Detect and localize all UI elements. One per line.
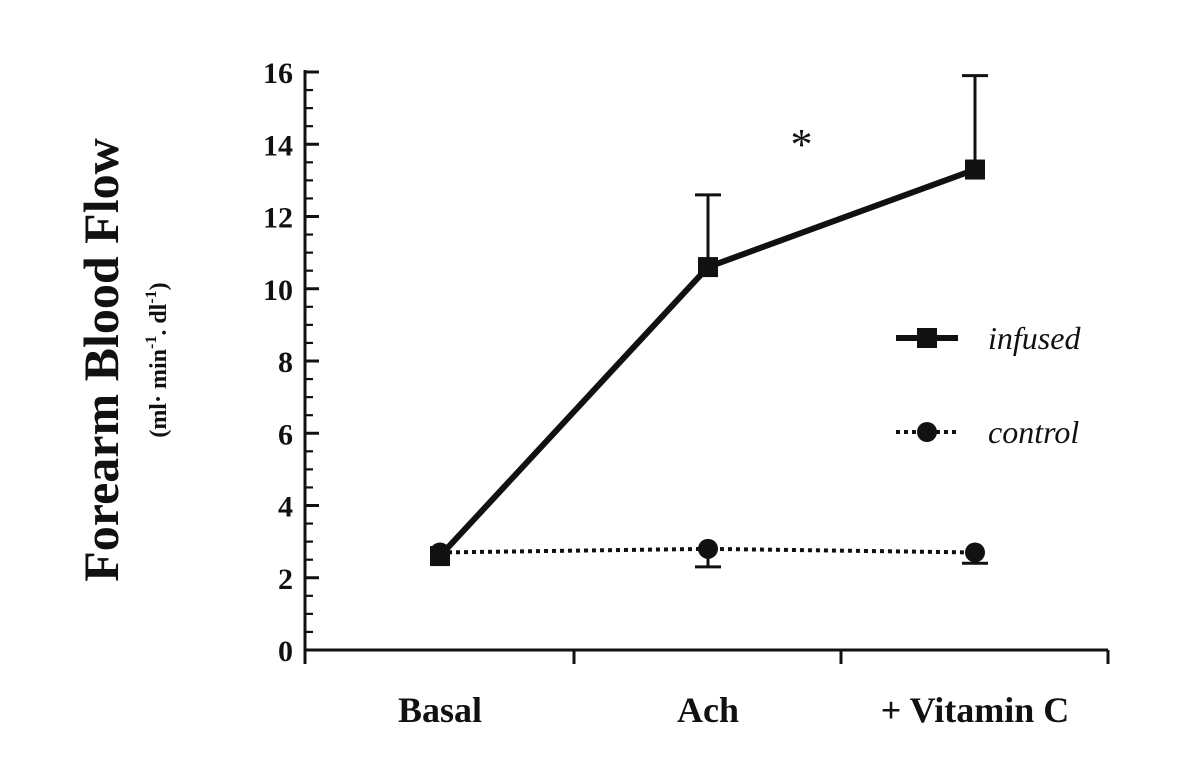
- x-category-label: Ach: [677, 690, 739, 730]
- axes: 0 2 4 6 8 10 12 14 16 Basal Ach + Vitamin C: [263, 57, 1110, 730]
- y-units-exp2: -1: [143, 290, 160, 303]
- x-category-label: + Vitamin C: [881, 690, 1070, 730]
- legend-item-control: control: [896, 414, 1079, 450]
- y-tick-label: 8: [278, 346, 293, 379]
- data-point-circle: [698, 538, 718, 559]
- series-infused: [430, 74, 988, 567]
- labels-layer: Forearm Blood Flow (ml· min-1. dl-1): [73, 138, 172, 581]
- y-tick-label: 2: [278, 563, 293, 596]
- series-line-control: [439, 546, 976, 555]
- y-units-exp1: -1: [143, 336, 160, 349]
- y-tick-label: 4: [278, 491, 293, 524]
- y-tick-label: 14: [263, 129, 293, 162]
- legend-item-infused: infused: [896, 320, 1081, 356]
- legend-label: control: [988, 414, 1079, 450]
- annotations: *: [790, 120, 812, 169]
- series-layer: [430, 74, 988, 569]
- y-units-base: (ml· min: [146, 349, 172, 438]
- y-axis-title: Forearm Blood Flow: [73, 138, 129, 581]
- data-point-square: [965, 159, 985, 180]
- y-tick-label: 16: [263, 57, 293, 90]
- legend-label: infused: [988, 320, 1081, 356]
- legend: infused control: [896, 320, 1081, 450]
- legend-swatch-circle: [917, 422, 937, 442]
- legend-swatch-square: [917, 328, 937, 348]
- data-point-circle: [965, 542, 985, 563]
- y-tick-label: 10: [263, 274, 293, 307]
- y-tick-label: 6: [278, 418, 293, 451]
- y-units-end: ): [146, 282, 172, 290]
- y-tick-label: 12: [263, 202, 293, 235]
- x-category-label: Basal: [398, 690, 482, 730]
- y-axis-units: (ml· min-1. dl-1): [143, 282, 172, 437]
- significance-asterisk: *: [790, 120, 812, 169]
- y-tick-label: 0: [278, 635, 293, 668]
- data-point-circle: [430, 542, 450, 563]
- y-units-mid: . dl: [146, 303, 172, 335]
- data-point-square: [698, 257, 718, 278]
- series-control: [430, 538, 988, 569]
